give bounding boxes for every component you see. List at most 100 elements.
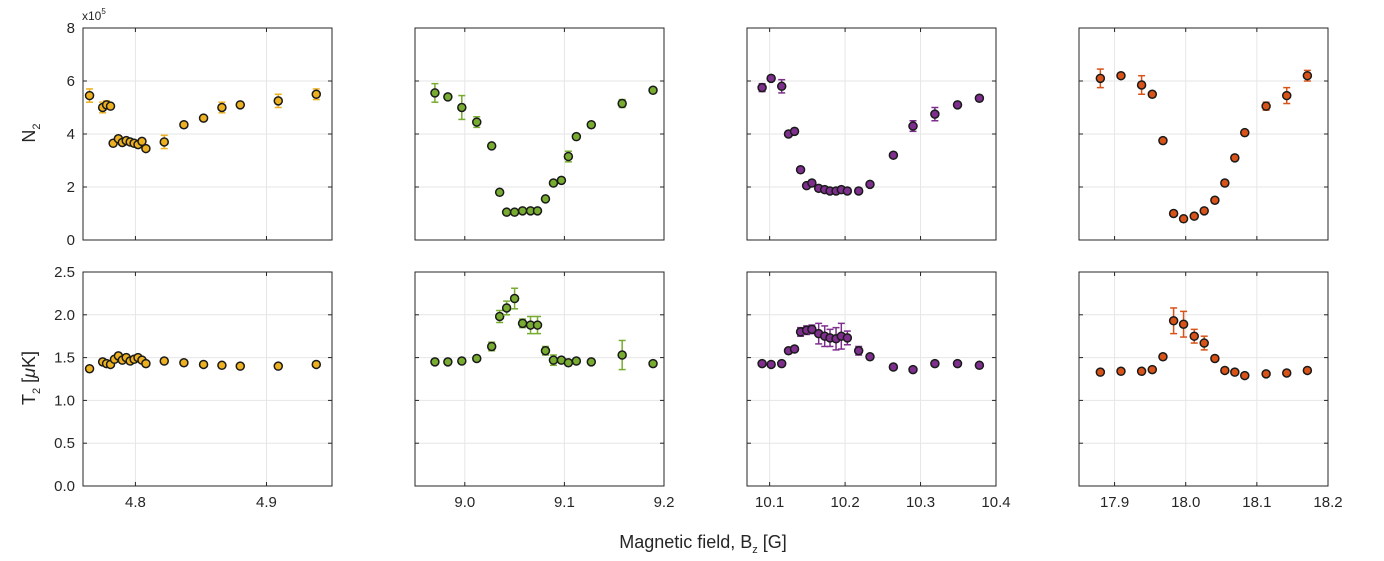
data-point <box>766 359 776 370</box>
data-point <box>494 187 505 198</box>
data-point <box>1302 70 1313 81</box>
data-point <box>648 358 658 369</box>
chart-panels: 0 2 4 6 8 0.0 0.5 1.0 1.5 2.0 2.5 4.8 4.9 9.0 9.1 9.2 10… <box>54 20 1342 511</box>
y-exponent-label: x105 <box>82 7 106 23</box>
data-point <box>443 92 453 102</box>
y-tick-label: 1.0 <box>54 392 75 409</box>
data-point <box>1189 331 1200 341</box>
data-point <box>311 89 322 99</box>
data-point <box>807 178 817 188</box>
data-point <box>532 320 543 330</box>
x-tick-label: 10.2 <box>830 494 859 511</box>
data-point <box>517 206 528 216</box>
data-point <box>548 178 559 188</box>
x-tick-label: 10.3 <box>906 494 935 511</box>
data-point <box>952 100 963 110</box>
data-point <box>930 109 940 119</box>
data-point <box>571 131 582 142</box>
y-tick-label: 2.0 <box>54 307 75 324</box>
data-point <box>1199 206 1209 216</box>
data-point <box>1116 70 1126 81</box>
data-point <box>888 362 899 372</box>
data-point <box>776 358 787 369</box>
data-point <box>1168 208 1179 219</box>
axes-box <box>82 271 333 487</box>
data-point <box>586 357 597 367</box>
data-point <box>789 126 800 137</box>
x-tick-label: 17.9 <box>1100 494 1129 511</box>
data-point <box>807 324 817 335</box>
data-point <box>443 357 453 367</box>
data-point <box>842 333 853 343</box>
data-point <box>1261 369 1271 379</box>
data-point <box>179 119 189 130</box>
axes-box <box>1078 27 1329 241</box>
data-point <box>757 358 767 369</box>
data-point <box>198 359 209 370</box>
data-point <box>217 360 227 371</box>
data-point <box>486 341 497 352</box>
data-point <box>1168 316 1179 326</box>
data-point <box>1095 73 1106 84</box>
y-tick-label: 0 <box>67 232 75 249</box>
y-tick-label: 4 <box>67 126 75 143</box>
data-point <box>757 82 767 93</box>
data-point <box>1158 351 1168 362</box>
panel-top-4 <box>1078 27 1329 241</box>
data-point <box>1220 178 1230 188</box>
data-point <box>159 356 170 366</box>
y-tick-label: 8 <box>67 20 75 37</box>
data-point <box>472 353 482 364</box>
data-point <box>532 206 543 216</box>
data-point <box>1230 367 1240 377</box>
x-tick-label: 9.2 <box>654 494 675 511</box>
data-point <box>501 207 512 217</box>
data-point <box>563 151 574 162</box>
axes-box <box>746 271 997 487</box>
axes-box <box>1078 271 1329 487</box>
data-point <box>888 150 899 160</box>
panel-bottom-2: 9.0 9.1 9.2 <box>414 271 675 511</box>
x-tick-label: 9.0 <box>454 494 475 511</box>
data-point <box>586 119 597 130</box>
data-point <box>853 186 864 196</box>
data-point <box>235 361 246 371</box>
data-point <box>1199 338 1209 348</box>
y-tick-label: 1.5 <box>54 350 75 367</box>
data-point <box>1095 367 1106 377</box>
data-point <box>273 361 284 371</box>
data-point <box>430 88 440 98</box>
data-point <box>457 102 467 113</box>
data-point <box>648 85 658 96</box>
y-tick-label: 0.5 <box>54 435 75 452</box>
y-tick-label: 0.0 <box>54 478 75 495</box>
data-point <box>84 363 95 374</box>
data-point <box>563 357 574 368</box>
data-point <box>494 311 505 322</box>
data-point <box>556 175 567 186</box>
data-point <box>1281 368 1292 378</box>
data-point <box>540 194 551 204</box>
data-point <box>853 346 864 356</box>
data-point <box>1178 319 1189 329</box>
data-point <box>472 117 482 127</box>
data-point <box>908 364 918 375</box>
data-point <box>273 96 284 106</box>
data-point <box>571 356 582 366</box>
x-tick-label: 18.1 <box>1242 494 1271 511</box>
data-point <box>198 113 209 123</box>
data-point <box>179 357 189 368</box>
data-point <box>540 346 551 356</box>
x-tick-label: 18.2 <box>1313 494 1342 511</box>
data-point <box>141 358 151 369</box>
axes-box <box>414 271 665 487</box>
y-tick-label: 2.5 <box>54 264 75 281</box>
data-point <box>509 293 520 304</box>
data-point <box>795 165 806 175</box>
data-point <box>311 359 322 370</box>
x-tick-label: 4.8 <box>125 494 146 511</box>
data-point <box>1281 90 1292 101</box>
panel-bottom-3: 10.1 10.2 10.3 10.4 <box>746 271 1011 511</box>
data-point <box>1136 366 1147 377</box>
